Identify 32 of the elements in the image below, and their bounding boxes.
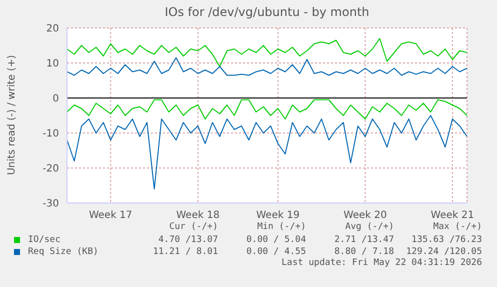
text: 0.00 / 4.55 — [245, 247, 306, 257]
line-series — [67, 38, 467, 67]
text: 2.71 /13.47 — [333, 235, 394, 245]
text: Max (-/+) — [432, 222, 482, 234]
x-tick-label: Week 20 — [344, 210, 387, 222]
line-series — [67, 57, 467, 76]
text: Min (-/+) — [256, 222, 306, 234]
chart-title: IOs for /dev/vg/ubuntu - by month — [164, 5, 370, 19]
y-tick-label: 10 — [46, 58, 59, 70]
y-tick-label: 20 — [46, 24, 59, 35]
text: 11.21 / 8.01 — [152, 247, 218, 257]
y-tick-label: -10 — [42, 128, 59, 140]
text: Last update: Fri May 22 04:31:19 2026 — [280, 258, 482, 270]
y-axis-title: Units read (-) / write (+) — [6, 54, 18, 176]
x-tick-label: Week 21 — [430, 210, 474, 222]
x-tick-label: Week 17 — [88, 210, 132, 222]
x-tick-label: Week 18 — [176, 210, 220, 222]
text: 129.24 /120.05 — [405, 247, 482, 257]
text: 135.63 /76.23 — [410, 235, 482, 245]
text: Avg (-/+) — [344, 222, 394, 234]
text: 8.80 / 7.18 — [333, 247, 394, 257]
y-tick-label: -20 — [42, 164, 59, 175]
text: 4.70 /13.07 — [157, 235, 218, 245]
y-tick-label: 0 — [52, 94, 59, 105]
x-tick-label: Week 19 — [256, 210, 300, 222]
text: Cur (-/+) — [168, 222, 218, 234]
legend-label: Req Size (KB) — [28, 247, 98, 257]
line-series — [67, 115, 467, 190]
line-series — [67, 99, 467, 120]
text: 0.00 / 5.04 — [245, 235, 306, 245]
y-tick-label: -30 — [42, 198, 59, 210]
legend-label: IO/sec — [28, 235, 61, 245]
